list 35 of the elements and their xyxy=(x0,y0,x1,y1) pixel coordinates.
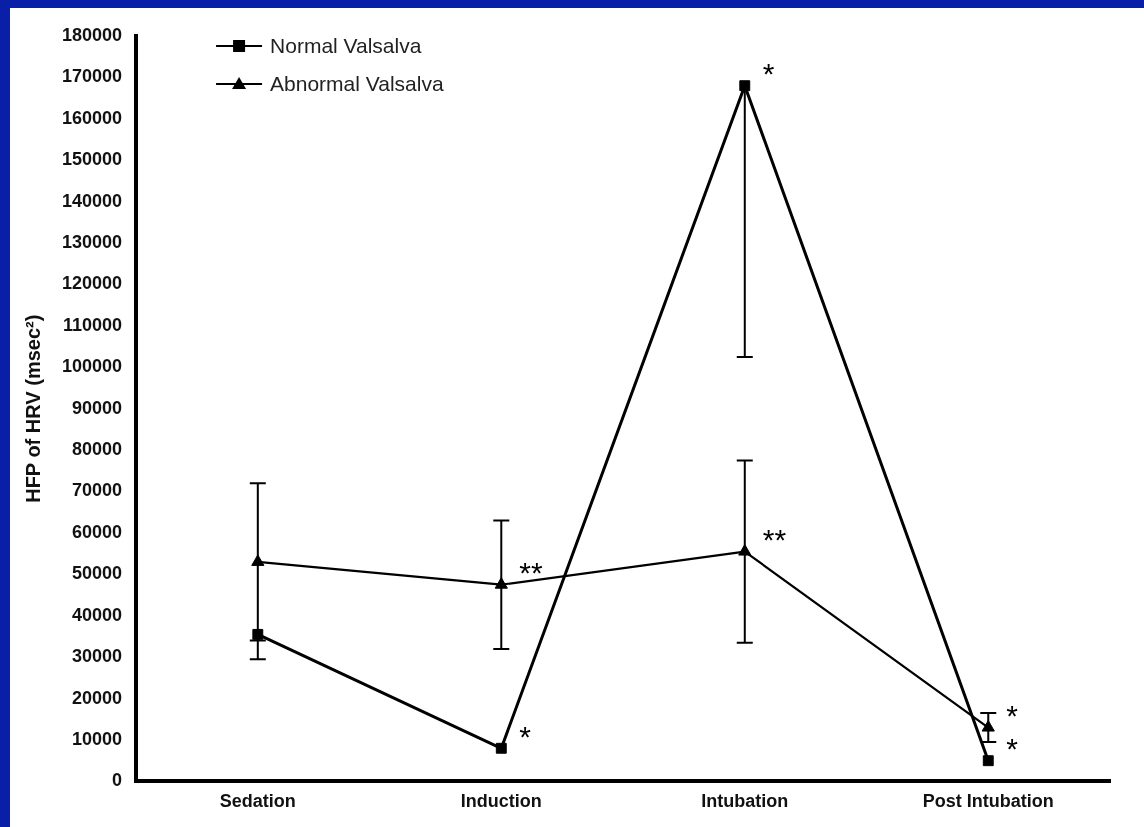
y-tick-label: 140000 xyxy=(61,190,123,211)
y-tick-label: 130000 xyxy=(61,232,123,253)
x-tick-label: Intubation xyxy=(701,791,789,812)
x-tick-label: Post Intubation xyxy=(922,791,1054,812)
y-tick-label: 160000 xyxy=(61,107,123,128)
x-tick-label: Induction xyxy=(460,791,542,812)
y-tick-label: 60000 xyxy=(72,521,123,542)
y-tick-label: 90000 xyxy=(72,397,123,418)
y-axis-title: HFP of HRV (msec²) xyxy=(21,314,44,503)
legend-label: Abnormal Valsalva xyxy=(270,71,444,95)
annotation: * xyxy=(519,719,532,753)
y-tick-label: 50000 xyxy=(72,563,123,584)
y-tick-label: 150000 xyxy=(61,149,123,170)
y-tick-label: 30000 xyxy=(72,646,123,667)
y-tick-label: 20000 xyxy=(72,687,123,708)
y-tick-label: 170000 xyxy=(61,66,123,87)
y-tick-label: 70000 xyxy=(72,480,123,501)
point xyxy=(982,755,994,767)
annotation: * xyxy=(762,56,775,90)
annotation: * xyxy=(1006,731,1019,765)
point xyxy=(495,742,507,754)
y-tick-label: 40000 xyxy=(72,604,123,625)
y-tick-label: 80000 xyxy=(72,439,123,460)
y-tick-label: 180000 xyxy=(61,24,123,45)
annotation: * xyxy=(1006,698,1019,732)
legend-label: Normal Valsalva xyxy=(270,33,422,57)
y-tick-label: 120000 xyxy=(61,273,123,294)
x-tick-label: Sedation xyxy=(219,791,296,812)
point xyxy=(739,80,751,92)
y-tick-label: 0 xyxy=(112,770,123,791)
annotation: ** xyxy=(519,555,543,589)
annotation: ** xyxy=(762,522,787,556)
y-tick-label: 110000 xyxy=(62,314,123,335)
y-tick-label: 10000 xyxy=(72,728,123,749)
y-tick-label: 100000 xyxy=(61,356,123,377)
